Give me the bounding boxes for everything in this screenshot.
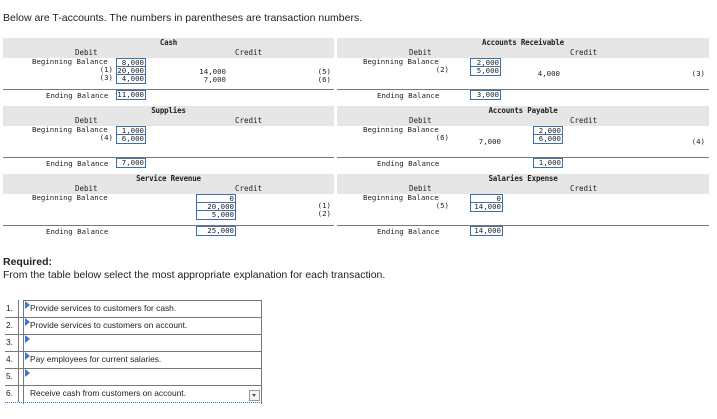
account-title: Supplies xyxy=(3,106,334,116)
answer-row-3[interactable]: 3. xyxy=(5,334,262,352)
row-number: 1. xyxy=(6,300,19,317)
answer-row-5[interactable]: 5. xyxy=(5,368,262,386)
debit-amount-input[interactable]: 14,000 xyxy=(470,202,503,212)
account-title: Accounts Payable xyxy=(337,106,709,116)
ending-balance-input[interactable]: 7,000 xyxy=(116,158,146,168)
credit-ref: (2) xyxy=(317,209,331,218)
debit-label: Debit xyxy=(75,116,98,125)
required-instruction: From the table below select the most app… xyxy=(3,269,386,281)
ending-balance-input[interactable]: 3,000 xyxy=(470,90,501,100)
ending-balance-label: Ending Balance xyxy=(46,227,109,236)
beginning-balance-label: Beginning Balance xyxy=(363,125,439,134)
marker-icon xyxy=(25,301,30,309)
marker-icon xyxy=(25,318,30,326)
explanation-select[interactable]: Provide services to customers on account… xyxy=(30,320,188,330)
debit-amount-input[interactable]: 6,000 xyxy=(116,134,146,144)
answer-row-6[interactable]: 6. Receive cash from customers on accoun… xyxy=(5,385,262,403)
credit-label: Credit xyxy=(235,48,263,57)
t-account-salaries-expense: Salaries Expense Debit Credit Beginning … xyxy=(337,174,709,238)
total-line xyxy=(337,225,709,226)
beginning-balance-label: Beginning Balance xyxy=(363,193,439,202)
t-account-supplies: Supplies Debit Credit Beginning Balance … xyxy=(3,106,334,170)
credit-label: Credit xyxy=(570,184,598,193)
debit-amount-input[interactable]: 5,000 xyxy=(470,66,501,76)
beginning-balance-label: Beginning Balance xyxy=(363,57,439,66)
row-number: 4. xyxy=(6,351,19,368)
debit-ref: (2) xyxy=(435,65,449,74)
credit-ref: (6) xyxy=(317,75,331,84)
credit-label: Credit xyxy=(235,116,263,125)
credit-amount-input[interactable]: 6,000 xyxy=(533,134,563,144)
total-line xyxy=(337,157,709,158)
total-line xyxy=(3,157,334,158)
ending-balance-label: Ending Balance xyxy=(377,159,440,168)
debit-ref: (6) xyxy=(435,133,449,142)
debit-label: Debit xyxy=(409,116,432,125)
ending-balance-input[interactable]: 25,000 xyxy=(196,226,236,236)
row-number: 6. xyxy=(6,385,19,402)
credit-amount: 4,000 xyxy=(537,69,560,78)
answer-row-2[interactable]: 2. Provide services to customers on acco… xyxy=(5,317,262,335)
ending-balance-input[interactable]: 11,000 xyxy=(116,90,146,100)
answer-row-4[interactable]: 4. Pay employees for current salaries. xyxy=(5,351,262,369)
total-line xyxy=(3,89,334,90)
credit-ref: (4) xyxy=(691,137,705,146)
answer-row-1[interactable]: 1. Provide services to customers for cas… xyxy=(5,300,262,318)
credit-amount: 14,000 xyxy=(199,67,226,76)
total-line xyxy=(3,225,334,226)
debit-ref: (3) xyxy=(99,73,113,82)
debit-ref: (5) xyxy=(435,201,449,210)
credit-label: Credit xyxy=(570,48,598,57)
credit-ref: (5) xyxy=(317,67,331,76)
answer-table: 1. Provide services to customers for cas… xyxy=(5,300,262,404)
debit-label: Debit xyxy=(409,48,432,57)
marker-icon xyxy=(25,352,30,360)
row-number: 2. xyxy=(6,317,19,334)
beginning-balance-label: Beginning Balance xyxy=(32,193,108,202)
debit-ref: (4) xyxy=(99,133,113,142)
credit-amount: 7,000 xyxy=(203,75,226,84)
ending-balance-input[interactable]: 14,000 xyxy=(470,226,503,236)
debit-amount: 7,000 xyxy=(478,137,501,146)
credit-ref: (3) xyxy=(691,69,705,78)
account-title: Accounts Receivable xyxy=(337,38,709,48)
dropdown-arrow-icon[interactable] xyxy=(249,390,260,401)
ending-balance-label: Ending Balance xyxy=(377,227,440,236)
t-account-accounts-receivable: Accounts Receivable Debit Credit Beginni… xyxy=(337,38,709,102)
marker-icon xyxy=(25,335,30,343)
credit-ref: (1) xyxy=(317,201,331,210)
t-account-cash: Cash Debit Credit Beginning Balance (1) … xyxy=(3,38,334,102)
debit-amount-input[interactable]: 4,000 xyxy=(116,74,146,84)
debit-label: Debit xyxy=(75,48,98,57)
total-line xyxy=(337,89,709,90)
ending-balance-input[interactable]: 1,000 xyxy=(533,158,563,168)
required-heading: Required: xyxy=(3,256,53,268)
ending-balance-label: Ending Balance xyxy=(46,159,109,168)
beginning-balance-label: Beginning Balance xyxy=(32,57,108,66)
explanation-select[interactable]: Receive cash from customers on account. xyxy=(30,388,186,398)
t-account-accounts-payable: Accounts Payable Debit Credit Beginning … xyxy=(337,106,709,170)
debit-label: Debit xyxy=(409,184,432,193)
ending-balance-label: Ending Balance xyxy=(377,91,440,100)
debit-label: Debit xyxy=(75,184,98,193)
debit-ref: (1) xyxy=(99,65,113,74)
account-title: Cash xyxy=(3,38,334,48)
credit-amount-input[interactable]: 5,000 xyxy=(196,210,236,220)
credit-label: Credit xyxy=(570,116,598,125)
explanation-select[interactable]: Pay employees for current salaries. xyxy=(30,354,162,364)
ending-balance-label: Ending Balance xyxy=(46,91,109,100)
marker-icon xyxy=(25,369,30,377)
account-title: Service Revenue xyxy=(3,174,334,184)
beginning-balance-label: Beginning Balance xyxy=(32,125,108,134)
row-number: 5. xyxy=(6,368,19,385)
explanation-select[interactable]: Provide services to customers for cash. xyxy=(30,303,177,313)
row-number: 3. xyxy=(6,334,19,351)
t-account-service-revenue: Service Revenue Debit Credit Beginning B… xyxy=(3,174,334,238)
account-title: Salaries Expense xyxy=(337,174,709,184)
intro-text: Below are T-accounts. The numbers in par… xyxy=(3,12,363,24)
credit-label: Credit xyxy=(235,184,263,193)
